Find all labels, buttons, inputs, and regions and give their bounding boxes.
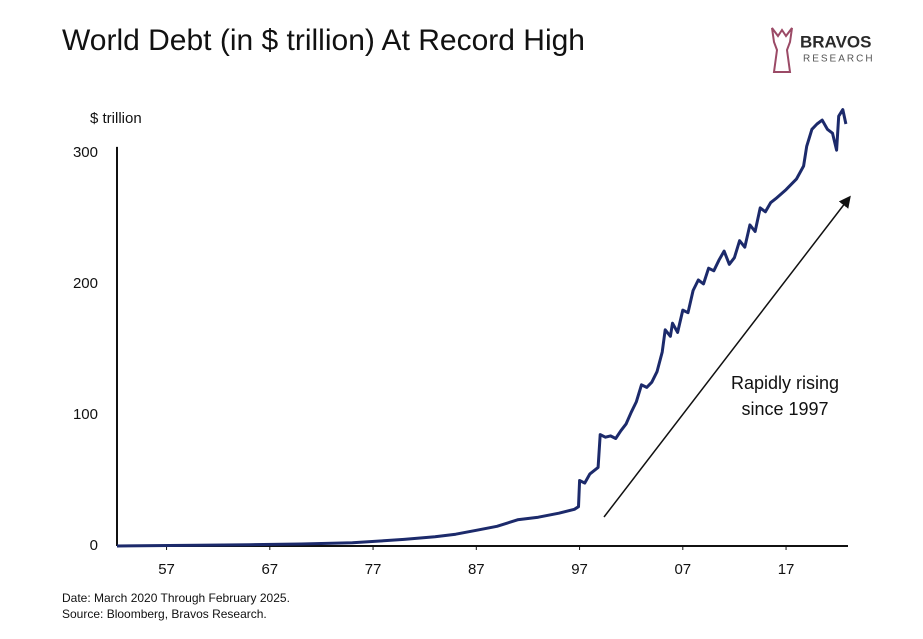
- x-tick-label: 07: [674, 561, 691, 578]
- x-tick-label: 77: [365, 561, 382, 578]
- brand-name: BRAVOS: [800, 32, 871, 51]
- y-tick-label: 300: [73, 144, 98, 161]
- annotation: since 1997: [741, 399, 828, 419]
- y-tick-label: 100: [73, 406, 98, 423]
- x-tick-label: 57: [158, 561, 175, 578]
- annotation-arrow: [603, 195, 851, 518]
- x-tick-label: 17: [778, 561, 795, 578]
- footnote: Date: March 2020 Through February 2025.: [62, 591, 290, 605]
- logo: BRAVOS RESEARCH: [771, 27, 875, 73]
- y-tick-label: 200: [73, 275, 98, 292]
- brand-sub: RESEARCH: [803, 54, 875, 65]
- logo-icon: [771, 27, 793, 73]
- data-line: [116, 108, 848, 548]
- chart-title: World Debt (in $ trillion) At Record Hig…: [62, 24, 585, 57]
- x-tick-label: 67: [261, 561, 278, 578]
- x-tick-label: 87: [468, 561, 485, 578]
- annotation: Rapidly rising: [731, 373, 839, 393]
- footnote: Source: Bloomberg, Bravos Research.: [62, 607, 267, 621]
- x-tick-label: 97: [571, 561, 588, 578]
- y-tick-label: 0: [90, 537, 98, 554]
- y-axis-label: $ trillion: [90, 110, 142, 127]
